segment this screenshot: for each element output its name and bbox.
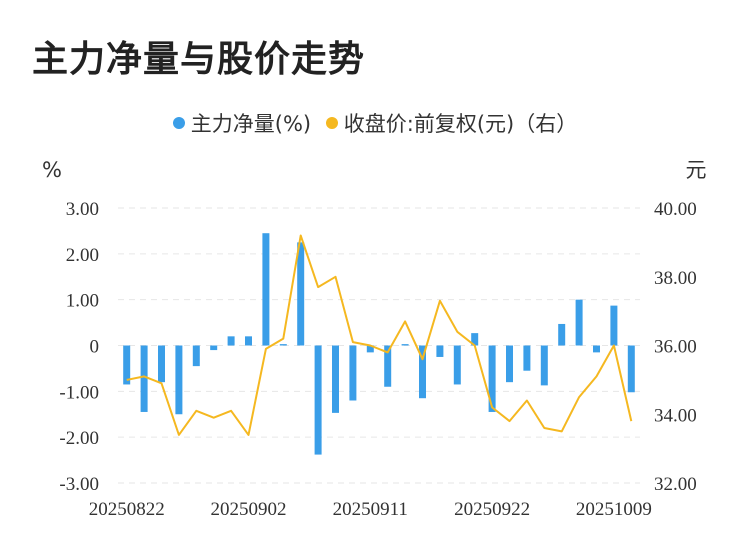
x-axis-tick-label: 20250822 xyxy=(89,499,165,520)
legend-marker-close-price xyxy=(325,117,338,129)
net-volume-bar xyxy=(610,305,618,346)
net-volume-bar xyxy=(488,345,496,412)
net-volume-bar xyxy=(593,345,600,353)
right-axis-tick-label: 34.00 xyxy=(654,405,697,426)
net-volume-bar xyxy=(192,345,200,367)
net-volume-bar xyxy=(245,336,252,346)
x-axis-tick-label: 20251009 xyxy=(576,499,652,520)
net-volume-bar xyxy=(558,323,566,346)
right-axis-unit: 元 xyxy=(686,158,707,182)
net-volume-bar xyxy=(262,233,270,346)
net-volume-bar xyxy=(419,345,426,399)
net-volume-bar xyxy=(297,242,305,346)
right-axis-tick-label: 40.00 xyxy=(654,199,697,220)
chart-title: 主力净量与股价走势 xyxy=(32,39,366,80)
net-volume-bar xyxy=(436,345,444,357)
right-axis-tick-label: 32.00 xyxy=(654,474,697,495)
legend-item-close-price[interactable]: 收盘价:前复权(元)（右） xyxy=(325,108,578,138)
net-volume-bar xyxy=(523,345,531,371)
left-axis-tick-label: -2.00 xyxy=(59,428,99,449)
net-volume-bar xyxy=(506,345,513,383)
left-axis-tick-label: -3.00 xyxy=(59,474,99,495)
x-axis-tick-label: 20250911 xyxy=(333,499,408,520)
left-axis-tick-label: -1.00 xyxy=(59,382,99,403)
right-axis-tick-label: 38.00 xyxy=(654,268,697,289)
x-axis-tick-label: 20250902 xyxy=(211,499,287,520)
legend-label-net-volume: 主力净量(%) xyxy=(190,112,312,136)
net-volume-bar xyxy=(575,299,583,346)
net-volume-bar xyxy=(123,345,131,385)
net-volume-bar xyxy=(384,345,392,387)
x-axis-tick-label: 20250922 xyxy=(454,499,530,520)
left-axis-tick-label: 2.00 xyxy=(66,245,99,266)
net-volume-bar xyxy=(471,333,479,346)
left-axis-tick-label: 1.00 xyxy=(66,291,99,312)
net-volume-bar xyxy=(140,345,148,412)
net-volume-bar xyxy=(332,345,339,413)
right-axis-tick-label: 36.00 xyxy=(654,337,697,358)
legend: 主力净量(%) 收盘价:前复权(元)（右） xyxy=(0,108,750,138)
net-volume-bar xyxy=(453,345,461,385)
net-volume-bar xyxy=(227,336,235,346)
left-axis-tick-label: 0 xyxy=(90,337,100,358)
left-axis-unit: % xyxy=(42,158,62,182)
net-volume-bar xyxy=(401,344,409,346)
net-volume-bar xyxy=(279,344,287,346)
net-volume-bar xyxy=(540,345,548,386)
net-volume-bar xyxy=(349,345,357,401)
net-volume-bar xyxy=(158,345,165,383)
left-axis-tick-label: 3.00 xyxy=(66,199,99,220)
net-volume-bar xyxy=(210,345,218,351)
net-volume-bar xyxy=(627,345,635,393)
net-volume-bar xyxy=(314,345,322,455)
legend-label-close-price: 收盘价:前复权(元)（右） xyxy=(343,112,578,136)
net-volume-bar xyxy=(366,345,374,353)
legend-marker-net-volume xyxy=(172,117,185,129)
close-price-line xyxy=(126,234,633,436)
legend-item-net-volume[interactable]: 主力净量(%) xyxy=(172,108,312,138)
net-volume-bar xyxy=(175,345,183,415)
